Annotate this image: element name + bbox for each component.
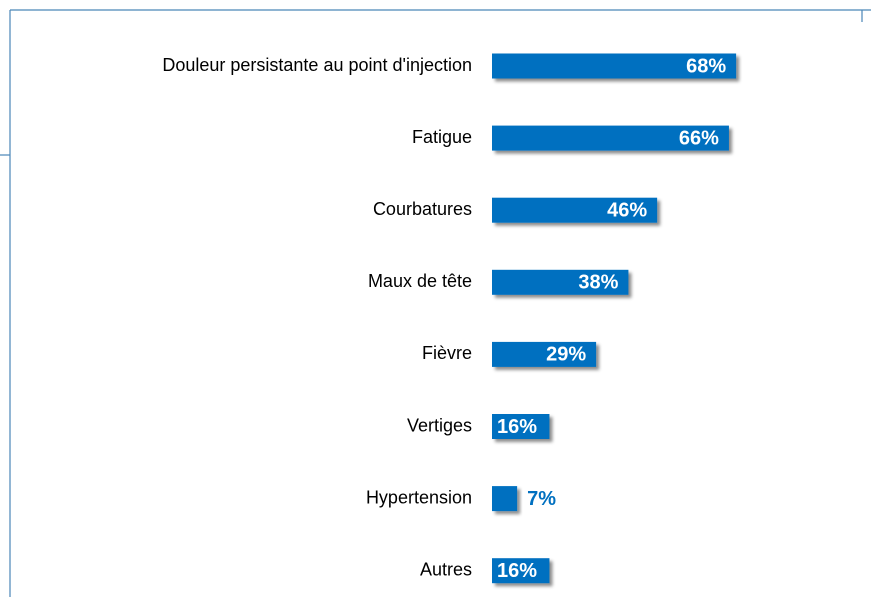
value-label: 66% (679, 127, 719, 149)
category-label: Vertiges (407, 415, 472, 435)
value-label: 68% (686, 55, 726, 77)
bar (492, 486, 518, 512)
category-label: Courbatures (373, 199, 472, 219)
value-label: 38% (578, 272, 618, 294)
category-label: Fièvre (422, 343, 472, 363)
bar (492, 197, 658, 223)
category-label: Douleur persistante au point d'injection (162, 55, 472, 75)
value-label: 16% (497, 560, 537, 582)
bar (492, 341, 597, 367)
category-label: Fatigue (412, 127, 472, 147)
value-label: 16% (497, 416, 537, 438)
value-label: 29% (546, 344, 586, 366)
category-label: Hypertension (366, 487, 472, 507)
value-label: 7% (527, 488, 556, 510)
category-label: Maux de tête (368, 271, 472, 291)
value-label: 46% (607, 199, 647, 221)
bar (492, 414, 550, 439)
bar (492, 269, 629, 295)
bar (492, 125, 729, 151)
frame (0, 9, 871, 597)
bar (492, 558, 550, 584)
bar (492, 53, 737, 79)
category-label: Autres (420, 559, 472, 579)
